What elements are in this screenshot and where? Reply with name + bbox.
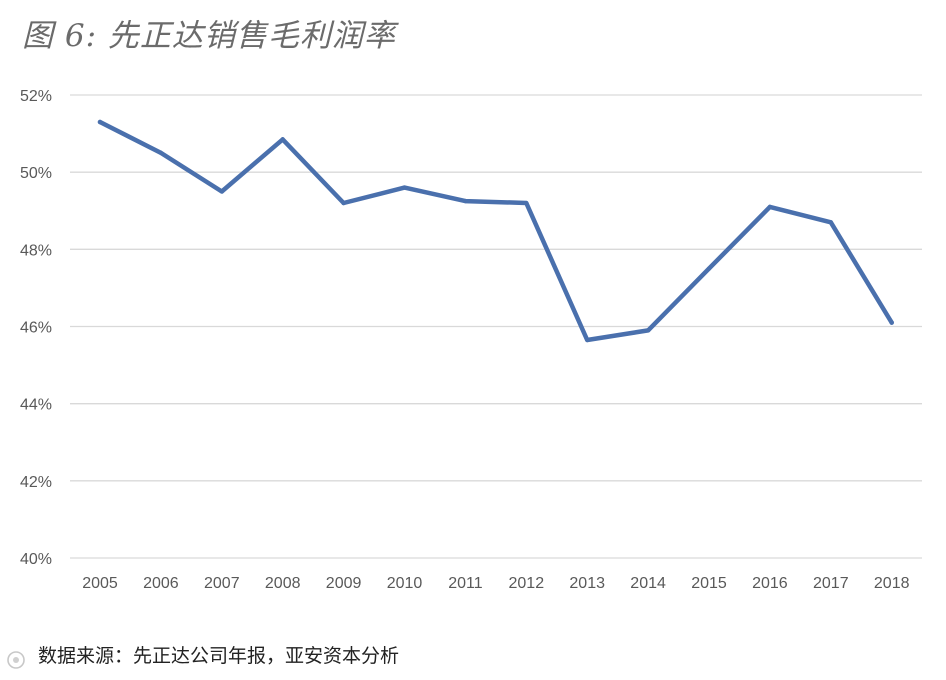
y-tick-label: 46% — [20, 320, 52, 337]
y-tick-label: 52% — [20, 88, 52, 105]
data-point — [524, 200, 529, 206]
data-point — [585, 337, 590, 343]
data-point — [97, 119, 103, 125]
data-point — [767, 204, 773, 210]
x-tick-label: 2013 — [569, 575, 605, 592]
y-axis-ticks: 40% 42% 44% 46% 48% 50% 52% — [20, 88, 52, 568]
data-point — [219, 189, 224, 194]
y-tick-label: 42% — [20, 474, 52, 491]
data-point — [341, 200, 346, 206]
data-point — [158, 150, 164, 156]
x-tick-label: 2010 — [387, 575, 423, 592]
series-layer — [97, 119, 894, 343]
data-point — [402, 185, 407, 190]
y-tick-label: 48% — [20, 242, 52, 259]
x-axis-ticks: 2005 2006 2007 2008 2009 2010 2011 2012 2013 2014… — [82, 575, 909, 592]
x-tick-label: 2016 — [752, 575, 788, 592]
series-line — [97, 119, 894, 343]
x-tick-label: 2017 — [813, 575, 849, 592]
y-tick-label: 50% — [20, 165, 52, 182]
x-tick-label: 2005 — [82, 575, 118, 592]
y-tick-label: 40% — [20, 551, 52, 568]
data-point — [889, 320, 894, 325]
x-tick-label: 2006 — [143, 575, 179, 592]
data-point — [828, 220, 833, 225]
x-tick-label: 2014 — [630, 575, 666, 592]
data-point — [463, 198, 468, 204]
x-tick-label: 2008 — [265, 575, 301, 592]
x-tick-label: 2018 — [874, 575, 910, 592]
gridlines — [70, 94, 922, 559]
x-tick-label: 2015 — [691, 575, 727, 592]
x-tick-label: 2009 — [326, 575, 362, 592]
data-point — [706, 266, 712, 271]
x-tick-label: 2007 — [204, 575, 240, 592]
chart-title: 图 6: 先正达销售毛利润率 — [22, 18, 396, 54]
y-tick-label: 44% — [20, 397, 52, 414]
x-tick-label: 2012 — [509, 575, 545, 592]
source-note: 数据来源：先正达公司年报，亚安资本分析 — [38, 645, 400, 667]
watermark-icon — [7, 651, 25, 669]
data-point — [280, 137, 285, 142]
x-tick-label: 2011 — [448, 575, 483, 592]
data-point — [645, 328, 651, 333]
